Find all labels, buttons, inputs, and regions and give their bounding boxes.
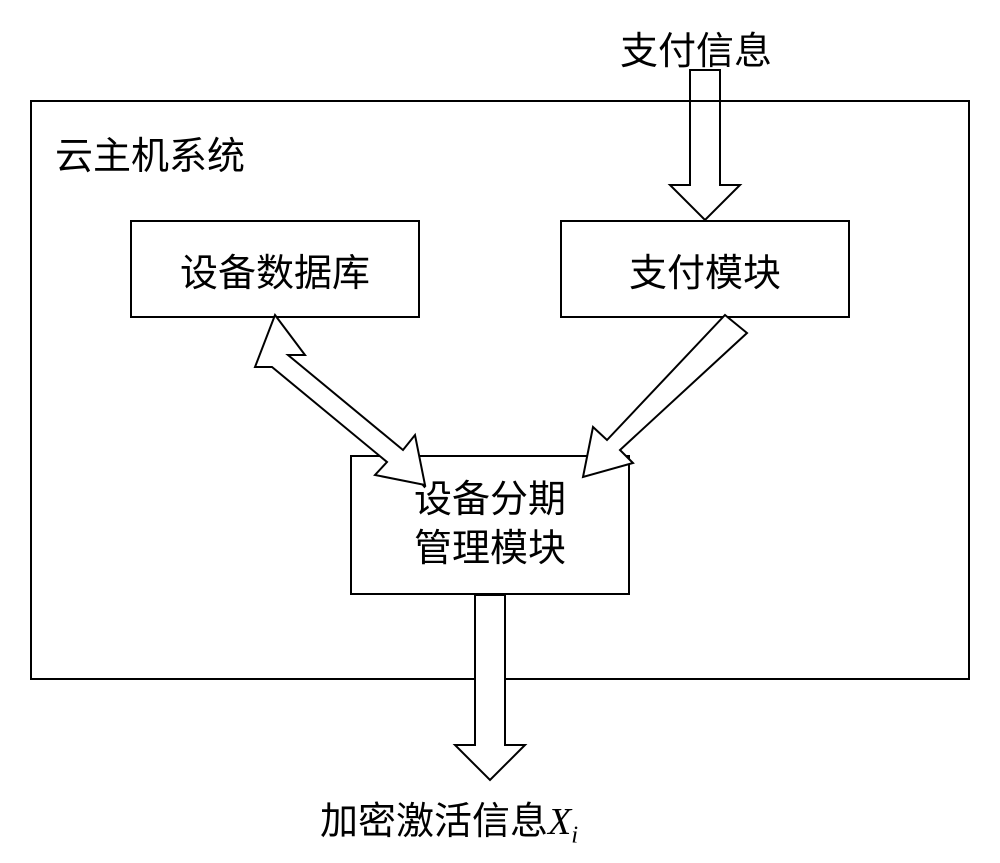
output-label: 加密激活信息Xi <box>320 790 578 850</box>
input-text: 支付信息 <box>620 31 772 73</box>
device-database-node: 设备数据库 <box>130 220 420 318</box>
input-label: 支付信息 <box>620 20 772 75</box>
container-label: 云主机系统 <box>55 125 245 180</box>
installment-label-line2: 管理模块 <box>414 525 566 574</box>
container-text: 云主机系统 <box>55 136 245 178</box>
arrow-devicedb-installment <box>230 315 450 485</box>
output-x: Xi <box>548 801 578 843</box>
flowchart-diagram: 支付信息 云主机系统 设备数据库 支付模块 设备分期 管理模块 <box>0 0 1000 863</box>
device-db-label: 设备数据库 <box>180 242 370 297</box>
output-text: 加密激活信息 <box>320 801 548 843</box>
payment-module-node: 支付模块 <box>560 220 850 318</box>
payment-module-label: 支付模块 <box>629 242 781 297</box>
arrow-payment-installment-clean <box>565 315 775 485</box>
arrow-installment-output <box>455 595 525 785</box>
